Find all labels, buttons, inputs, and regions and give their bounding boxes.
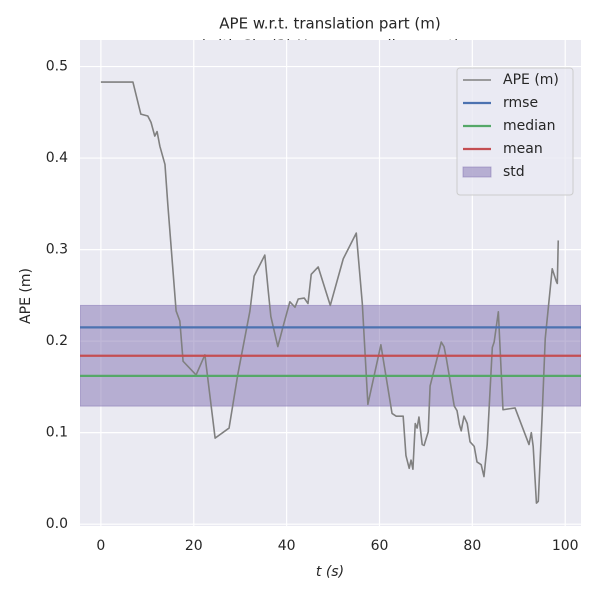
legend-swatch: [462, 166, 492, 178]
plot-content: [80, 81, 581, 504]
y-tick-label: 0.3: [46, 242, 68, 258]
x-tick-label: 20: [185, 538, 203, 554]
legend-box: [456, 67, 574, 196]
legend-label: APE (m): [503, 72, 559, 88]
y-tick-label: 0.5: [46, 59, 68, 75]
y-tick-label: 0.4: [46, 150, 68, 166]
legend-label: mean: [503, 141, 543, 157]
legend-label: rmse: [503, 95, 538, 111]
x-tick-label: 100: [552, 538, 579, 554]
y-tick-label: 0.1: [46, 425, 68, 441]
legend-label: std: [503, 164, 525, 180]
chart-title: APE w.r.t. translation part (m): [219, 15, 440, 33]
y-tick-label: 0.0: [46, 516, 68, 532]
x-tick-label: 0: [96, 538, 105, 554]
x-tick-label: 80: [463, 538, 481, 554]
y-axis-label: APE (m): [18, 268, 34, 324]
y-tick-label: 0.2: [46, 333, 68, 349]
ape-line: [100, 81, 560, 504]
legend-label: median: [503, 118, 555, 134]
x-axis-label: t (s): [316, 564, 344, 580]
x-tick-label: 40: [278, 538, 296, 554]
x-tick-label: 60: [371, 538, 389, 554]
